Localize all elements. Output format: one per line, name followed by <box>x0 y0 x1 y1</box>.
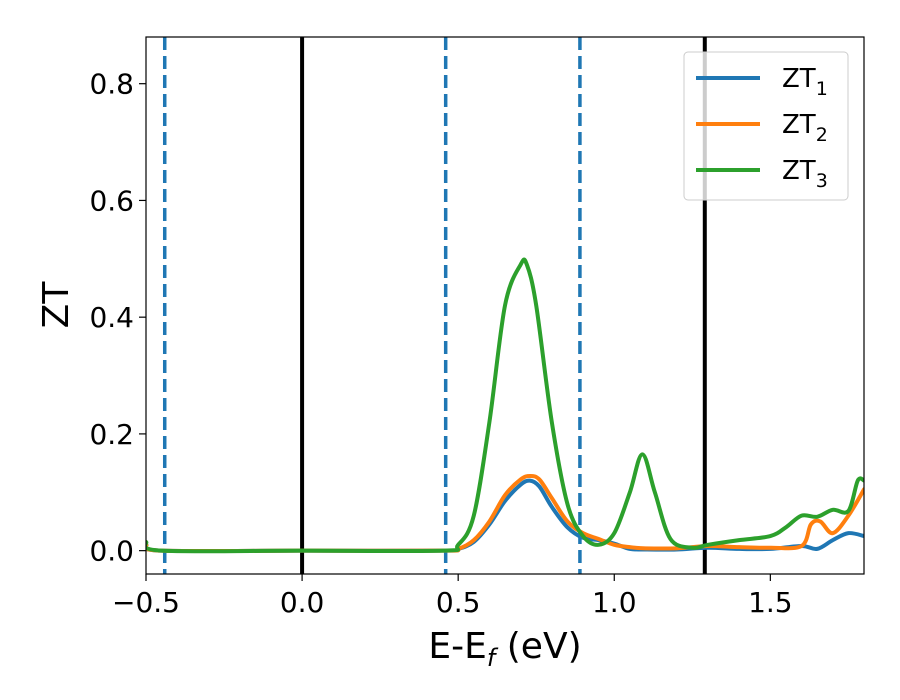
legend-box <box>683 51 849 201</box>
x-tick-label: 1.5 <box>748 586 793 619</box>
reference-lines <box>162 37 707 574</box>
axis-ticks: −0.5 0.0 0.5 1.0 1.5 0.0 0.2 0.4 0.6 0.8 <box>89 68 792 619</box>
x-tick-label: −0.5 <box>112 586 180 619</box>
legend-label-zt1: ZT1 <box>782 64 828 100</box>
x-tick-label: 0.0 <box>280 586 325 619</box>
legend: ZT1 ZT2 ZT3 <box>683 51 849 201</box>
y-tick-label: 0.6 <box>89 184 134 217</box>
y-tick-label: 0.4 <box>89 301 134 334</box>
legend-label-zt3: ZT3 <box>782 156 828 192</box>
series-line-zt1 <box>146 478 864 554</box>
plot-frame <box>145 36 865 575</box>
series-line-zt3 <box>146 257 864 554</box>
y-tick-label: 0.2 <box>89 418 134 451</box>
series-lines <box>146 257 864 554</box>
y-tick-label: 0.0 <box>89 535 134 568</box>
x-axis-title: E-Ef (eV) <box>428 626 581 672</box>
x-tick-label: 0.5 <box>436 586 481 619</box>
y-axis-title: ZT <box>36 281 77 329</box>
y-tick-label: 0.8 <box>89 68 134 101</box>
legend-label-zt2: ZT2 <box>782 110 828 146</box>
x-tick-label: 1.0 <box>592 586 637 619</box>
